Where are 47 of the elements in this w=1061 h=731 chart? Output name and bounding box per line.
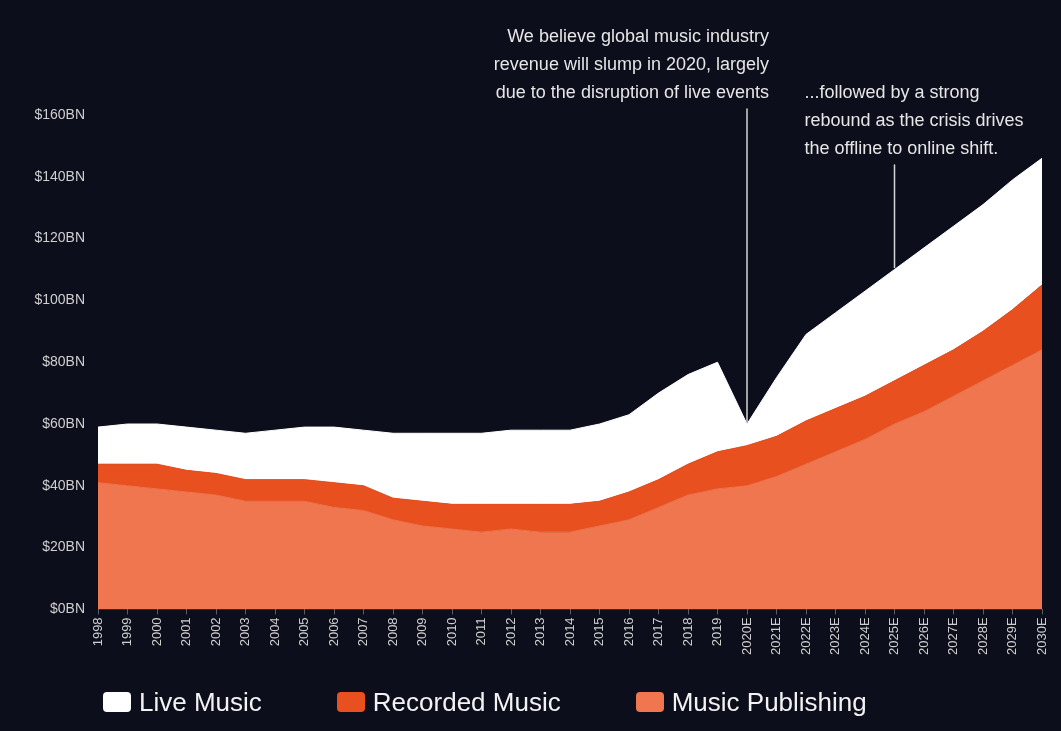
x-tick-label: 2006 <box>325 617 341 647</box>
x-tick-label: 2018 <box>679 617 695 647</box>
x-tick-label: 2012 <box>502 617 518 647</box>
x-tick-label: 2027E <box>945 617 961 655</box>
y-tick-label: $80BN <box>42 353 85 370</box>
x-tick-label: 2005 <box>296 617 312 647</box>
y-tick-label: $160BN <box>34 105 85 122</box>
annotation: ...followed by a strong rebound as the crisis drives the offline to online shift. <box>804 81 1024 158</box>
x-tick-label: 2019 <box>709 617 725 647</box>
y-tick-label: $140BN <box>34 167 85 184</box>
x-tick-label: 2004 <box>266 617 282 647</box>
x-tick-label: 2010 <box>443 617 459 647</box>
y-tick-label: $20BN <box>42 538 85 555</box>
x-tick-label: 1999 <box>119 617 135 647</box>
x-tick-label: 2000 <box>148 617 164 647</box>
x-tick-label: 2030E <box>1033 617 1049 655</box>
y-tick-label: $40BN <box>42 476 85 493</box>
y-tick-label: $100BN <box>34 291 85 308</box>
x-tick-label: 2008 <box>384 617 400 647</box>
x-tick-label: 2001 <box>178 617 194 647</box>
x-tick-label: 2029E <box>1004 617 1020 655</box>
x-tick-label: 2016 <box>620 617 636 647</box>
x-tick-label: 2009 <box>414 617 430 647</box>
x-tick-label: 2011 <box>473 617 489 646</box>
x-tick-label: 2017 <box>650 617 666 647</box>
x-tick-label: 2020E <box>738 617 754 655</box>
x-tick-label: 1998 <box>89 617 105 647</box>
x-tick-label: 2015 <box>591 617 607 647</box>
legend-label: Recorded Music <box>372 687 561 717</box>
x-tick-label: 2023E <box>827 617 843 655</box>
y-tick-label: $60BN <box>42 414 85 431</box>
legend-label: Live Music <box>139 687 262 717</box>
y-tick-label: $120BN <box>34 229 85 246</box>
x-tick-label: 2026E <box>915 617 931 655</box>
legend-label: Music Publishing <box>671 687 867 717</box>
x-tick-label: 2003 <box>237 617 253 647</box>
x-tick-label: 2014 <box>561 617 577 647</box>
x-tick-label: 2021E <box>768 617 784 655</box>
x-tick-label: 2024E <box>856 617 872 655</box>
annotation: We believe global music industry revenue will slump in 2020, largely due to the disruption of live events <box>493 25 769 102</box>
y-tick-label: $0BN <box>49 600 85 617</box>
x-tick-label: 2013 <box>532 617 548 647</box>
x-tick-label: 2025E <box>886 617 902 655</box>
x-tick-label: 2007 <box>355 617 371 647</box>
x-tick-label: 2022E <box>797 617 813 655</box>
x-tick-label: 2002 <box>207 617 223 647</box>
x-tick-label: 2028E <box>974 617 990 655</box>
